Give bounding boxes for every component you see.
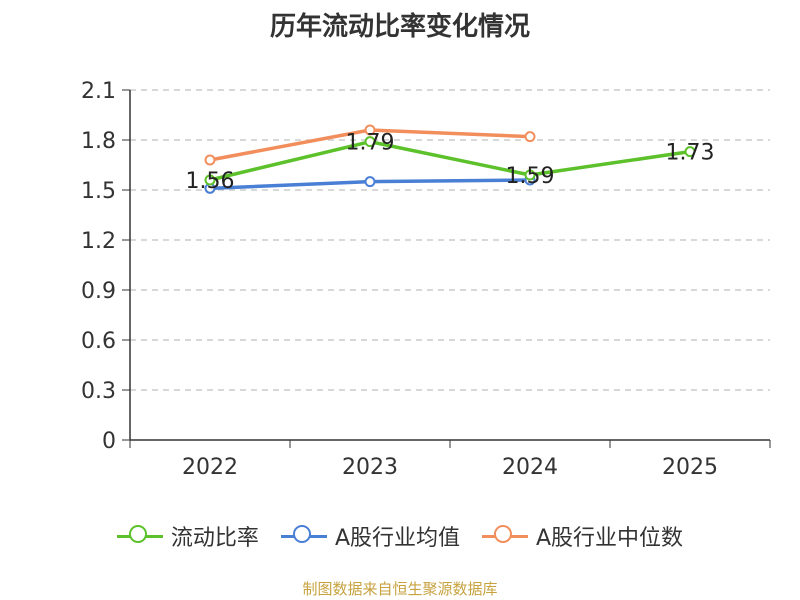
data-label: 1.59 [506, 164, 555, 189]
legend-swatch-current-ratio [116, 524, 163, 548]
x-tick-label: 2025 [662, 455, 718, 480]
series-lines [204, 124, 696, 194]
y-tick-label: 0.9 [81, 279, 116, 304]
legend-label-industry-median: A股行业中位数 [536, 526, 684, 551]
y-tick-label: 0 [102, 429, 116, 454]
data-point [204, 174, 216, 186]
y-tick-label: 1.5 [81, 179, 116, 204]
data-point [524, 131, 536, 143]
data-point [364, 136, 376, 148]
chart-title: 历年流动比率变化情况 [269, 12, 530, 42]
data-labels: 1.56 1.79 1.59 1.73 [186, 131, 715, 194]
legend-swatch-industry-median [482, 524, 528, 548]
axes: 0 0.3 0.6 0.9 1.2 1.5 1.8 2.1 2022 2023 2024 2025 [81, 79, 771, 480]
y-tick-label: 1.8 [81, 129, 116, 154]
data-label: 1.73 [666, 141, 715, 166]
data-point [364, 124, 376, 136]
y-tick-label: 0.3 [81, 379, 116, 404]
data-label: 1.79 [346, 131, 395, 156]
data-point [524, 169, 536, 181]
legend-item-current-ratio[interactable]: 流动比率 [116, 520, 259, 552]
y-tick-label: 1.2 [81, 229, 116, 254]
grid-lines [130, 89, 770, 391]
data-label: 1.56 [186, 169, 235, 194]
series-line [209, 139, 691, 182]
legend-label-industry-mean: A股行业均值 [334, 526, 460, 551]
legend: 流动比率 A股行业均值 A股行业中位数 [0, 520, 800, 552]
y-tick-label: 2.1 [81, 79, 116, 104]
data-point [204, 154, 216, 166]
data-source-note: 制图数据来自恒生聚源数据库 [302, 580, 498, 598]
y-tick-label: 0.6 [81, 329, 116, 354]
legend-item-industry-mean[interactable]: A股行业均值 [280, 520, 460, 552]
data-point [684, 146, 696, 158]
x-tick-label: 2023 [342, 455, 398, 480]
x-tick-label: 2022 [182, 455, 238, 480]
legend-item-industry-median[interactable]: A股行业中位数 [482, 520, 683, 552]
x-tick-label: 2024 [502, 455, 558, 480]
legend-label-current-ratio: 流动比率 [170, 526, 259, 551]
legend-swatch-industry-mean [280, 524, 327, 548]
data-point [364, 176, 376, 188]
